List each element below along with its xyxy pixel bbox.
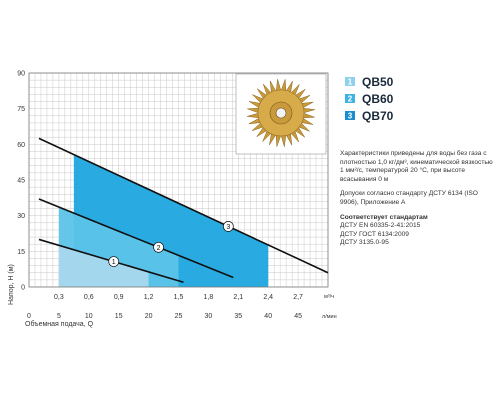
x-tick-label-lmin: 35 — [234, 313, 242, 320]
y-tick-label: 0 — [21, 285, 25, 292]
info-panel: Характеристики приведены для воды без га… — [340, 150, 496, 248]
x-axis-label: Объемная подача, Q — [25, 320, 94, 328]
standards-title: Соответствует стандартам — [340, 213, 428, 221]
plot-frame — [28, 72, 329, 288]
y-tick-label: 15 — [17, 249, 25, 256]
x-tick-label-m3h: 1,5 — [174, 294, 184, 301]
curve-qb60 — [38, 198, 234, 279]
legend-number-2: 2 — [348, 95, 353, 104]
y-tick-label: 30 — [17, 213, 25, 220]
curve-marker-2 — [153, 241, 164, 253]
x-tick-label-lmin: 0 — [27, 313, 31, 320]
x-tick-label-m3h: 0,6 — [84, 294, 94, 301]
impeller-image — [235, 73, 327, 155]
x-tick-label-m3h: 2,4 — [263, 294, 273, 301]
legend-item-qb70: 3 QB70 — [345, 109, 394, 123]
x-tick-label-m3h: 0,9 — [114, 294, 124, 301]
curve-marker-3 — [222, 221, 234, 232]
standard-line: ДСТУ ГОСТ 6134:2009 — [340, 230, 409, 238]
legend-number-1: 1 — [348, 78, 353, 87]
y-tick-label: 45 — [17, 178, 25, 185]
x-tick-label-lmin: 5 — [57, 313, 61, 320]
plot-border — [28, 72, 329, 288]
x-unit-lmin: л/мин — [322, 314, 337, 320]
x-tick-label-m3h: 1,8 — [204, 294, 214, 301]
legend-number-3: 3 — [348, 112, 353, 121]
operating-bands — [58, 155, 269, 287]
operating-band-qb50 — [58, 245, 149, 287]
legend-swatch-2 — [345, 94, 355, 103]
x-tick-label-lmin: 20 — [145, 313, 153, 320]
x-unit-m3h: м³/ч — [324, 294, 334, 300]
legend: 1 QB50 2 QB60 3 QB70 — [345, 75, 394, 123]
tolerances-text: Допуски согласно стандарту ДСТУ 6134 (IS… — [340, 190, 478, 206]
x-tick-label-m3h: 2,1 — [233, 294, 243, 301]
x-tick-label-lmin: 10 — [85, 313, 93, 320]
x-tick-label-lmin: 25 — [175, 313, 183, 320]
legend-item-qb60: 2 QB60 — [345, 92, 394, 106]
impeller-bore — [275, 107, 287, 119]
x-tick-label-lmin: 30 — [205, 313, 213, 320]
legend-swatch-3 — [345, 111, 355, 120]
x-tick-label-m3h: 1,2 — [144, 294, 154, 301]
x-tick-label-m3h: 2,7 — [293, 294, 303, 301]
y-tick-label: 90 — [17, 71, 25, 78]
legend-label-qb50: QB50 — [362, 75, 394, 89]
curve-number-3: 3 — [226, 224, 230, 231]
legend-item-qb50: 1 QB50 — [345, 75, 394, 89]
x-tick-label-lmin: 15 — [115, 313, 123, 320]
standard-line: ДСТУ EN 60335-2-41:2015 — [340, 222, 421, 230]
y-tick-label: 75 — [17, 106, 25, 113]
legend-label-qb70: QB70 — [362, 109, 394, 123]
curve-qb70 — [38, 137, 329, 274]
x-tick-label-lmin: 40 — [264, 313, 272, 320]
y-axis-label: Напор, H (м) — [8, 264, 15, 305]
x-tick-label-lmin: 45 — [294, 313, 302, 320]
curve-number-1: 1 — [112, 259, 116, 266]
y-tick-label: 60 — [17, 142, 25, 149]
legend-swatch-1 — [345, 77, 355, 86]
curve-marker-1 — [108, 256, 120, 267]
characteristics-text: Характеристики приведены для воды без га… — [340, 150, 493, 183]
legend-label-qb60: QB60 — [362, 92, 394, 106]
x-tick-label-m3h: 0,3 — [54, 294, 64, 301]
curve-number-2: 2 — [157, 245, 161, 252]
curve-labels: 1 2 3 — [108, 221, 234, 267]
standard-line: ДСТУ 3135.0-95 — [340, 239, 389, 247]
